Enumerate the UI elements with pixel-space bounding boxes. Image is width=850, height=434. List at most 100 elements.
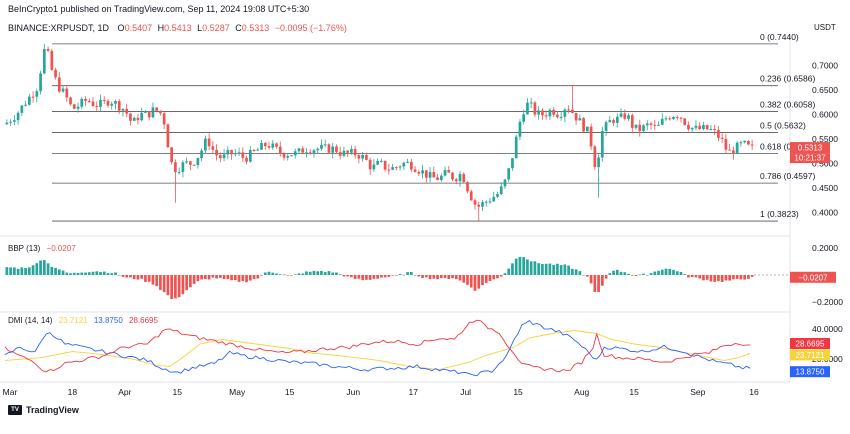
last-price-badge	[790, 142, 830, 154]
bbp-bar	[144, 275, 147, 282]
bbp-bar	[492, 275, 496, 280]
candle-body	[196, 157, 200, 166]
candle-body	[481, 202, 484, 207]
bbp-bar	[357, 275, 361, 279]
candle-body	[365, 154, 368, 160]
candle-body	[84, 98, 87, 101]
candle-body	[65, 88, 69, 98]
bbp-bar	[204, 275, 207, 279]
candle-body	[593, 146, 597, 168]
bbp-bar	[477, 275, 481, 289]
candle-body	[230, 150, 233, 155]
bbp-bar	[687, 275, 690, 278]
candle-body	[743, 140, 746, 143]
bbp-bar	[735, 275, 739, 279]
bbp-last-badge	[790, 271, 836, 283]
bbp-bar	[353, 275, 357, 279]
candle-body	[649, 123, 653, 125]
candle-body	[80, 98, 84, 107]
bbp-bar	[31, 265, 35, 275]
bbp-bar	[484, 275, 488, 283]
candle-body	[484, 201, 488, 203]
candle-body	[159, 110, 162, 114]
bbp-bar	[481, 275, 484, 286]
time-axis-tick: Apr	[118, 387, 131, 397]
bbp-bar	[608, 273, 612, 275]
bbp-bar	[185, 275, 188, 291]
bbp-bar	[627, 273, 630, 275]
candle-body	[151, 107, 155, 118]
close-key: C	[235, 23, 242, 33]
tradingview-footer: TV TradingView	[8, 405, 79, 415]
bbp-bar	[368, 275, 372, 280]
time-axis-tick: 18	[68, 387, 78, 397]
candle-body	[387, 169, 391, 171]
price-axis-tick: 0.6000	[812, 109, 838, 119]
candle-body	[140, 112, 144, 121]
candle-body	[514, 136, 518, 159]
candle-body	[522, 114, 526, 122]
bbp-bar	[20, 267, 24, 275]
bbp-bar	[155, 275, 159, 287]
candle-body	[675, 116, 679, 118]
candle-body	[574, 112, 578, 121]
bbp-bar	[672, 269, 675, 275]
bbp-bar	[391, 275, 394, 276]
bbp-bar	[132, 275, 136, 280]
bbp-bar	[589, 275, 593, 284]
candle-body	[192, 164, 196, 166]
fib-level-label: 0.5 (0.5632)	[760, 120, 806, 130]
bbp-bar	[488, 275, 492, 281]
candle-body	[578, 118, 582, 121]
bbp-bar	[623, 272, 627, 275]
candle-body	[458, 174, 462, 182]
bbp-bar	[383, 275, 387, 278]
bbp-bar	[743, 275, 746, 280]
candle-body	[57, 77, 61, 92]
symbol-ohlc-line: BINANCE:XRPUSDT, 1D O0.5407 H0.5413 L0.5…	[8, 23, 347, 33]
bbp-bar	[293, 274, 297, 275]
price-axis-tick: 0.7000	[812, 60, 838, 70]
bbp-bar	[428, 275, 432, 280]
candle-body	[144, 111, 147, 113]
candle-body	[353, 149, 357, 156]
bbp-bar	[189, 275, 192, 288]
candle-body	[713, 128, 717, 130]
candle-body	[117, 101, 121, 111]
candle-body	[402, 162, 406, 167]
candle-body	[207, 138, 211, 147]
bbp-bar	[237, 275, 241, 282]
bbp-legend-value: −0.0207	[46, 244, 76, 253]
bbp-bar	[24, 267, 27, 275]
symbol-label: BINANCE:XRPUSDT, 1D	[8, 23, 110, 33]
candle-body	[672, 116, 675, 120]
candle-body	[245, 157, 248, 162]
candle-body	[282, 153, 286, 158]
bbp-bar	[312, 270, 316, 275]
bbp-bar	[117, 274, 121, 276]
candle-body	[608, 120, 612, 123]
candle-body	[541, 110, 544, 116]
bbp-bar	[308, 271, 312, 275]
bbp-bar	[211, 275, 215, 278]
bbp-bar	[653, 271, 657, 275]
candle-body	[54, 69, 57, 78]
bbp-bar	[380, 275, 383, 278]
candle-body	[241, 152, 245, 158]
bbp-bar	[402, 274, 406, 276]
candle-body	[335, 146, 338, 153]
bbp-bar	[447, 275, 451, 280]
bbp-bar	[87, 272, 91, 275]
candle-body	[747, 140, 750, 145]
bbp-bar	[660, 269, 664, 275]
time-axis-tick: 15	[173, 387, 183, 397]
candle-body	[166, 124, 170, 148]
candle-body	[439, 175, 443, 180]
candle-body	[668, 118, 672, 120]
time-axis-tick: 15	[629, 387, 639, 397]
bbp-bar	[466, 275, 469, 285]
candle-body	[705, 125, 709, 130]
dmi-line-adx	[4, 330, 751, 370]
time-axis-tick: Sep	[690, 387, 705, 397]
